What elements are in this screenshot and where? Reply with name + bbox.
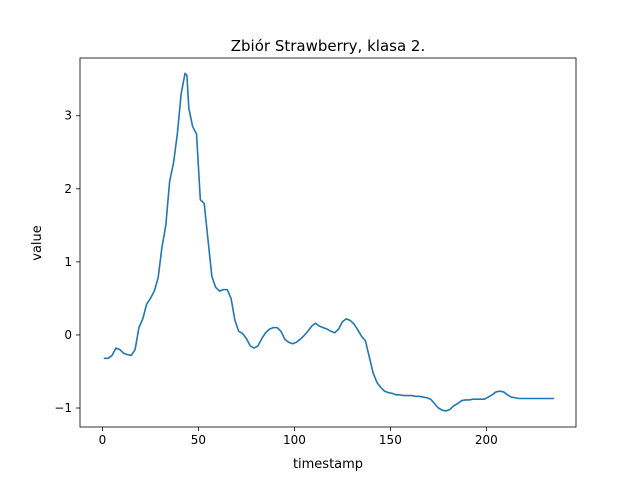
y-tick-label: −1 bbox=[54, 401, 72, 415]
x-tick-label: 150 bbox=[379, 433, 402, 447]
x-tick-label: 0 bbox=[99, 433, 107, 447]
y-axis-label: value bbox=[30, 225, 45, 261]
chart-title: Zbiór Strawberry, klasa 2. bbox=[231, 37, 425, 55]
y-tick-label: 3 bbox=[64, 109, 72, 123]
x-tick-label: 200 bbox=[475, 433, 498, 447]
y-axis: −1 0 1 2 3 bbox=[54, 109, 80, 415]
y-tick-label: 2 bbox=[64, 182, 72, 196]
series-line-0 bbox=[103, 72, 555, 412]
y-tick-label: 0 bbox=[64, 328, 72, 342]
plot-frame bbox=[79, 57, 577, 428]
x-tick-label: 100 bbox=[283, 433, 306, 447]
series-layer bbox=[103, 72, 555, 412]
plot-area bbox=[80, 58, 576, 427]
x-tick-label: 50 bbox=[191, 433, 206, 447]
y-tick-label: 1 bbox=[64, 255, 72, 269]
x-axis-label: timestamp bbox=[293, 457, 363, 472]
x-axis: 0 50 100 150 200 bbox=[99, 427, 498, 447]
